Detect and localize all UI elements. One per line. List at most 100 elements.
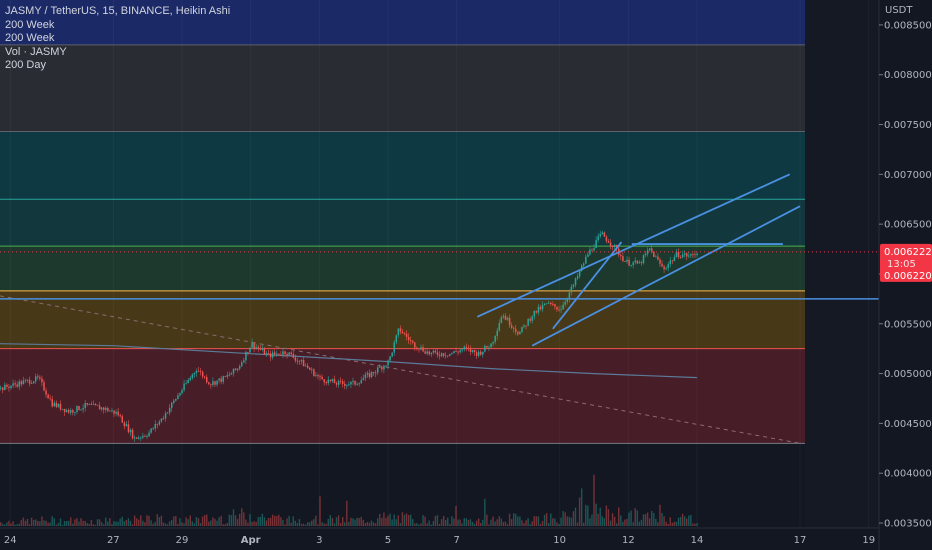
volume-bar xyxy=(346,500,348,526)
last-price-value: 0.006222 xyxy=(884,247,932,258)
candle-body xyxy=(490,343,492,348)
candle-body xyxy=(578,270,581,277)
volume-bar xyxy=(183,523,185,526)
candle-body xyxy=(65,410,68,412)
volume-bar xyxy=(677,517,680,526)
candle-body xyxy=(247,351,249,353)
candle-body xyxy=(541,305,544,310)
candle-body xyxy=(339,380,342,382)
candle-body xyxy=(26,379,29,381)
x-tick-label-3: Apr xyxy=(241,535,261,546)
volume-bar xyxy=(90,519,93,526)
candle-body xyxy=(488,347,490,349)
candle-body xyxy=(418,348,420,350)
candle-body xyxy=(28,379,31,384)
candle-body xyxy=(218,378,220,381)
candle-body xyxy=(208,382,210,385)
candle-body xyxy=(76,406,78,413)
volume-bar xyxy=(607,509,610,526)
candle-body xyxy=(10,385,12,388)
candle-body xyxy=(119,415,121,417)
volume-bar xyxy=(162,522,165,526)
candle-body xyxy=(632,262,634,266)
volume-bar xyxy=(2,523,4,526)
volume-bar xyxy=(352,518,354,526)
volume-bar xyxy=(622,521,624,526)
indicator-200-week-2[interactable]: 200 Week xyxy=(5,32,55,44)
volume-bar xyxy=(311,520,313,526)
candle-body xyxy=(595,240,597,248)
volume-bar xyxy=(640,519,643,526)
volume-bar xyxy=(191,521,193,526)
volume-bar xyxy=(323,523,325,526)
candle-body xyxy=(368,373,371,378)
candle-body xyxy=(96,405,99,406)
volume-bar xyxy=(504,521,507,526)
volume-bar xyxy=(480,522,482,526)
volume-bar xyxy=(506,524,509,526)
volume-bar xyxy=(578,497,581,526)
candle-body xyxy=(531,316,534,321)
candle-body xyxy=(72,410,74,413)
volume-bar xyxy=(438,524,441,526)
volume-bar xyxy=(315,515,317,526)
candle-body xyxy=(640,262,643,264)
candle-body xyxy=(438,354,441,357)
volume-bar xyxy=(142,520,144,526)
volume-bar xyxy=(8,520,10,526)
volume-bar xyxy=(306,522,309,526)
candle-body xyxy=(111,410,113,412)
volume-bar xyxy=(465,518,467,526)
volume-bar xyxy=(556,522,558,526)
candle-body xyxy=(162,418,165,420)
candle-body xyxy=(59,403,62,410)
volume-bar xyxy=(529,524,531,526)
volume-bar xyxy=(22,517,25,526)
candle-body xyxy=(403,333,406,334)
candle-body xyxy=(47,394,49,399)
volume-bar xyxy=(57,522,60,526)
candle-body xyxy=(109,410,111,412)
volume-bar xyxy=(626,518,628,526)
volume-bar xyxy=(430,524,432,526)
candle-body xyxy=(152,428,154,430)
volume-bar xyxy=(53,518,55,526)
candle-body xyxy=(428,351,431,355)
y-tick-label-7: 0.005000 xyxy=(884,369,932,380)
candle-body xyxy=(45,390,47,395)
candle-body xyxy=(117,411,119,416)
candle-body xyxy=(686,253,688,257)
volume-bar xyxy=(424,516,426,526)
volume-bar xyxy=(247,522,249,526)
volume-bar xyxy=(201,516,204,526)
volume-bar xyxy=(16,524,18,526)
currency-label: USDT xyxy=(885,5,913,16)
candle-body xyxy=(599,234,602,237)
candle-body xyxy=(170,402,173,408)
candle-body xyxy=(475,352,478,356)
candle-body xyxy=(644,253,647,256)
candle-body xyxy=(566,298,569,302)
volume-bar xyxy=(113,521,115,526)
volume-bar xyxy=(187,519,189,526)
volume-bar xyxy=(548,522,550,526)
indicator-volume[interactable]: Vol · JASMY xyxy=(5,45,67,58)
volume-bar xyxy=(620,515,622,526)
candle-body xyxy=(529,319,531,321)
volume-bar xyxy=(651,510,653,526)
last-price-tag xyxy=(880,243,932,282)
volume-bar xyxy=(148,515,150,526)
candle-body xyxy=(197,370,200,372)
volume-bar xyxy=(294,520,297,526)
candle-body xyxy=(416,347,418,349)
candle-body xyxy=(409,340,412,341)
symbol-title[interactable]: JASMY / TetherUS, 15, BINANCE, Heikin As… xyxy=(5,5,231,17)
indicator-200-day[interactable]: 200 Day xyxy=(5,59,46,71)
fib-zone-0 xyxy=(0,0,805,45)
candle-body xyxy=(245,351,247,361)
candle-body xyxy=(267,353,270,354)
volume-bar xyxy=(545,512,548,526)
indicator-200-week-1[interactable]: 200 Week xyxy=(5,18,55,31)
